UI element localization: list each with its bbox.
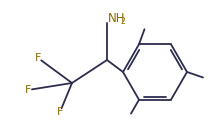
Text: 2: 2 (120, 16, 125, 25)
Text: F: F (57, 107, 63, 117)
Text: F: F (35, 53, 41, 63)
Text: F: F (25, 85, 31, 95)
Text: NH: NH (108, 11, 126, 25)
